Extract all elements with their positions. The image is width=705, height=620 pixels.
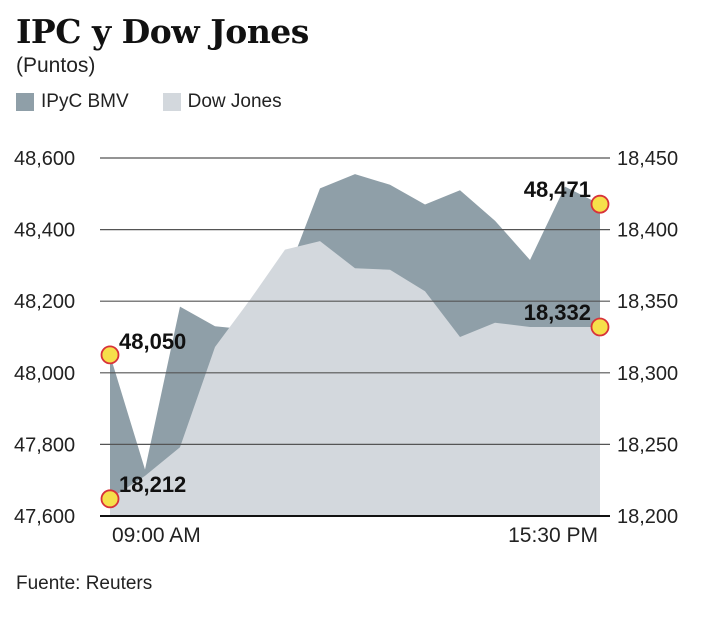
marker-dow-end: [590, 317, 610, 337]
marker-ipyc-end: [590, 194, 610, 214]
marker-ipyc-start: [100, 345, 120, 365]
left-tick-label: 48,000: [14, 363, 75, 385]
left-tick-label: 47,800: [14, 434, 75, 456]
legend-label-ipyc: IPyC BMV: [41, 91, 129, 112]
x-tick-label-end: 15:30 PM: [508, 524, 598, 547]
legend-item-ipyc: IPyC BMV: [16, 91, 129, 113]
right-tick-label: 18,200: [617, 506, 678, 528]
right-tick-label: 18,400: [617, 220, 678, 242]
right-tick-label: 18,450: [617, 148, 678, 170]
right-tick-label: 18,350: [617, 291, 678, 313]
legend-label-dow: Dow Jones: [187, 91, 282, 112]
legend-item-dow: Dow Jones: [162, 91, 282, 113]
data-label-dow-start: 18,212: [119, 472, 186, 497]
left-tick-label: 47,600: [14, 506, 75, 528]
legend-swatch-dow: [162, 93, 181, 111]
data-label-ipyc-start: 48,050: [119, 329, 186, 354]
left-tick-label: 48,400: [14, 220, 75, 242]
data-label-ipyc-end: 48,471: [524, 177, 591, 202]
source-note: Fuente: Reuters: [16, 573, 153, 594]
legend: IPyC BMV Dow Jones: [16, 91, 316, 113]
left-tick-label: 48,200: [14, 291, 75, 313]
data-label-dow-end: 18,332: [524, 300, 591, 325]
x-tick-label-start: 09:00 AM: [112, 524, 201, 547]
right-tick-label: 18,250: [617, 434, 678, 456]
chart-subtitle: (Puntos): [16, 54, 96, 77]
chart-title: IPC y Dow Jones: [16, 12, 309, 51]
legend-swatch-ipyc: [16, 93, 34, 111]
marker-dow-start: [100, 489, 120, 509]
left-tick-label: 48,600: [14, 148, 75, 170]
right-tick-label: 18,300: [617, 363, 678, 385]
series-area-dow: [110, 241, 600, 516]
